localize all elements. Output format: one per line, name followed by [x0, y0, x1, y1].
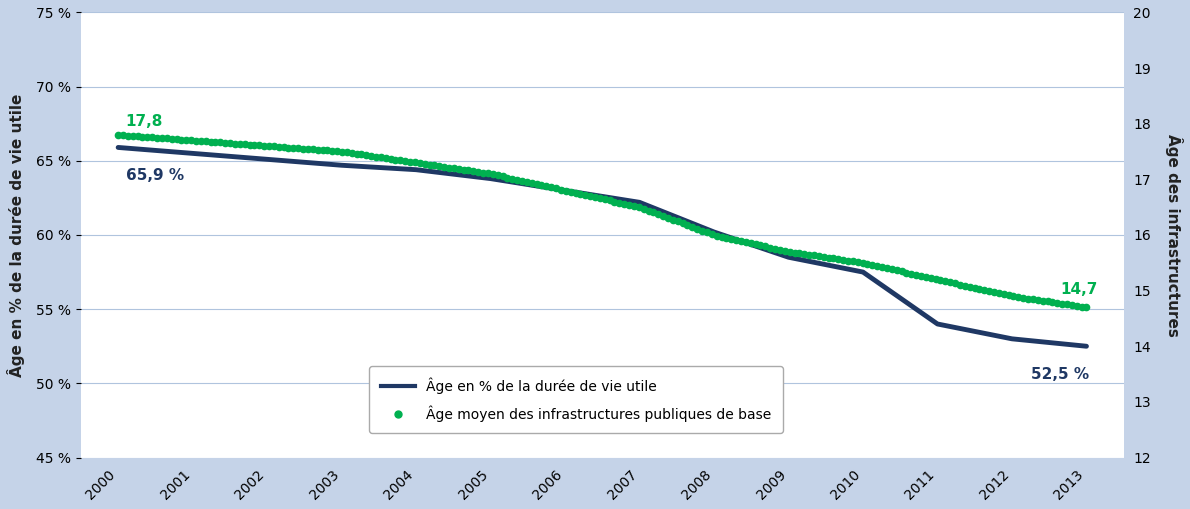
Legend: Âge en % de la durée de vie utile, Âge moyen des infrastructures publiques de ba: Âge en % de la durée de vie utile, Âge m… [369, 366, 783, 433]
Text: 14,7: 14,7 [1060, 282, 1097, 297]
Text: 17,8: 17,8 [126, 114, 163, 129]
Text: 52,5 %: 52,5 % [1031, 367, 1089, 382]
Y-axis label: Âge en % de la durée de vie utile: Âge en % de la durée de vie utile [7, 93, 25, 377]
Text: 65,9 %: 65,9 % [126, 168, 183, 183]
Y-axis label: Âge des infrastructures: Âge des infrastructures [1165, 133, 1183, 336]
